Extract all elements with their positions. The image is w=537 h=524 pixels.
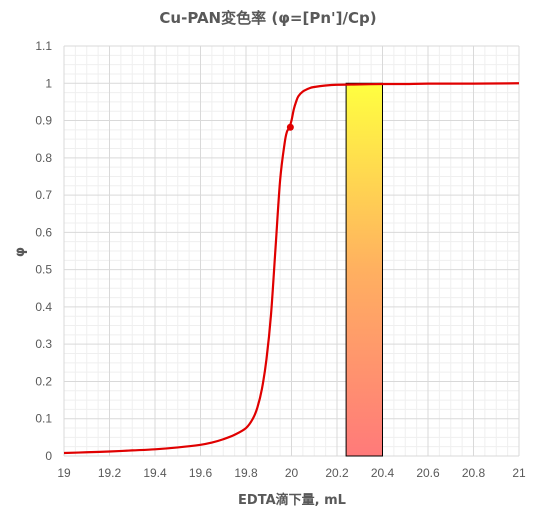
y-axis-title: φ [13,247,28,257]
y-tick-label: 0 [45,449,52,463]
series-layer [63,82,520,455]
x-tick-label: 20.6 [416,466,440,480]
y-tick-label: 0.4 [35,300,52,314]
y-tick-label: 0.7 [35,188,52,202]
transition-band-layer [345,82,384,457]
x-axis-title: EDTA滴下量, mL [238,492,346,508]
x-tick-label: 21 [512,466,526,480]
y-tick-label: 0.1 [35,412,52,426]
y-tick-label: 0.9 [35,114,52,128]
x-tick-label: 19.6 [189,466,213,480]
y-tick-label: 0.2 [35,374,52,388]
x-axis-ticks: 19 19.2 19.4 19.6 19.8 20 20.2 20.4 20.6 20.8 21 [57,466,526,480]
y-tick-label: 1 [45,76,52,90]
x-tick-label: 20.4 [371,466,395,480]
x-tick-label: 19.4 [143,466,167,480]
y-tick-label: 0.6 [35,225,52,239]
y-tick-label: 0.8 [35,151,52,165]
x-tick-label: 20 [285,466,299,480]
series-line-0 [63,82,520,455]
y-tick-label: 0.5 [35,263,52,277]
transition-band [345,82,384,457]
chart-title: Cu-PAN変色率 (φ=[Pn']/Cp) [159,9,376,27]
marker-point [286,123,294,131]
x-tick-label: 19.2 [98,466,122,480]
x-tick-label: 19.8 [234,466,258,480]
x-tick-label: 19 [57,466,71,480]
y-tick-label: 1.1 [35,39,52,53]
y-tick-label: 0.3 [35,337,52,351]
y-axis-ticks: 0 0.1 0.2 0.3 0.4 0.5 0.6 0.7 0.8 0.9 1 1.1 [35,39,52,463]
x-tick-label: 20.2 [325,466,349,480]
minor-gridlines [64,46,519,456]
x-tick-label: 20.8 [462,466,486,480]
